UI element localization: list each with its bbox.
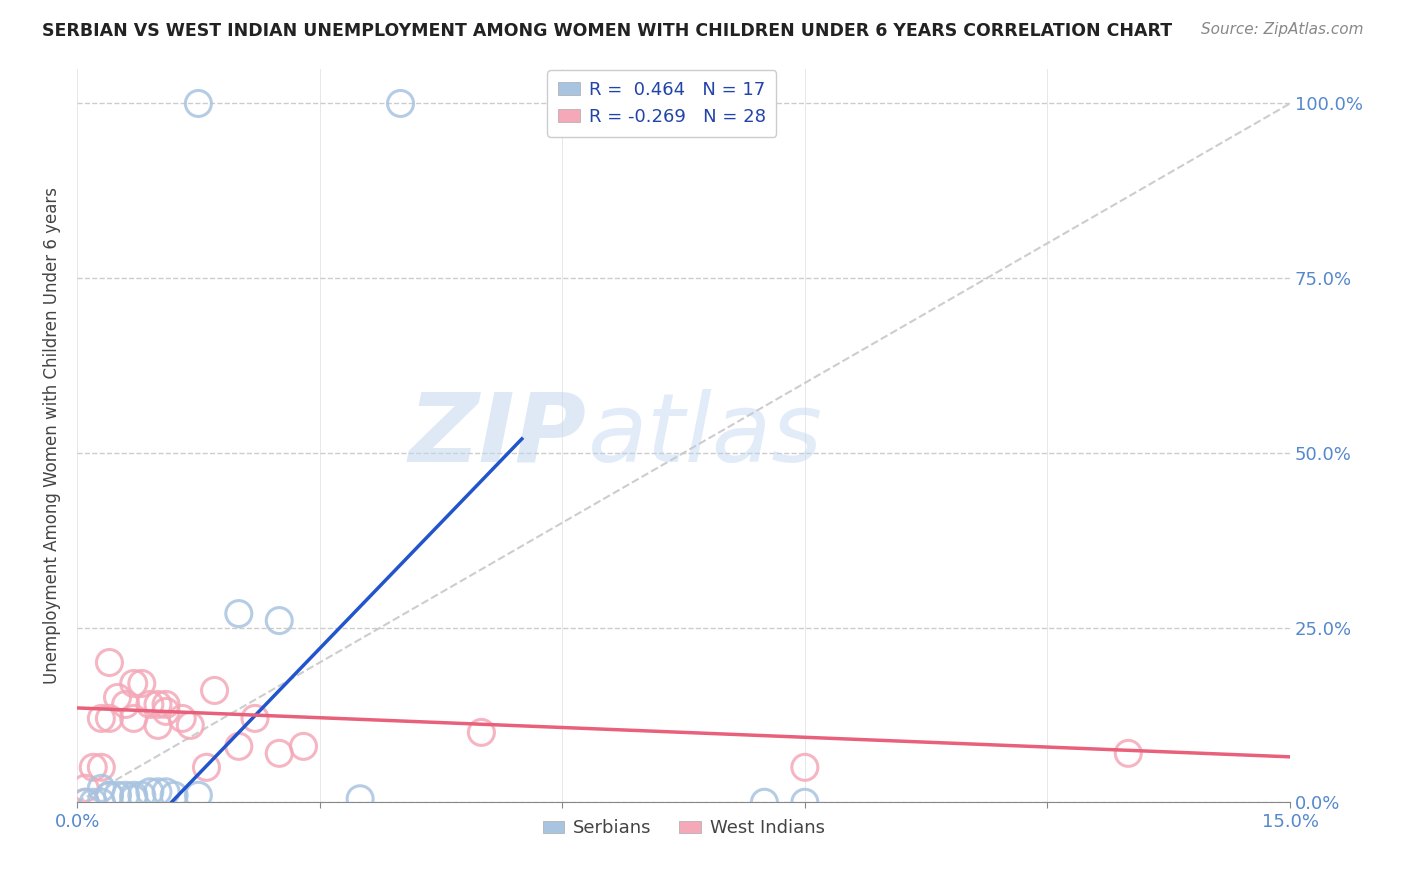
Point [131,789,153,803]
Point [90,795,112,809]
Point [98,711,121,725]
Point [187,96,209,111]
Point [187,789,209,803]
Point [292,739,315,754]
Point [122,791,145,805]
Point [122,789,145,803]
Point [139,698,162,712]
Point [389,96,412,111]
Point [107,789,129,803]
Point [195,760,218,774]
Legend: Serbians, West Indians: Serbians, West Indians [536,812,832,845]
Point [146,718,169,732]
Point [228,739,250,754]
Point [114,698,136,712]
Point [122,711,145,725]
Point [131,676,153,690]
Point [98,789,121,803]
Point [793,760,815,774]
Point [228,607,250,621]
Point [155,705,177,719]
Point [107,690,129,705]
Point [155,785,177,799]
Point [98,789,121,803]
Point [90,781,112,796]
Point [269,614,291,628]
Point [243,711,266,725]
Text: Source: ZipAtlas.com: Source: ZipAtlas.com [1201,22,1364,37]
Point [75,795,97,809]
Point [75,781,97,796]
Point [179,718,201,732]
Text: ZIP: ZIP [409,389,586,482]
Y-axis label: Unemployment Among Women with Children Under 6 years: Unemployment Among Women with Children U… [44,187,60,684]
Point [349,791,371,805]
Point [82,795,104,809]
Point [146,698,169,712]
Point [139,785,162,799]
Point [90,711,112,725]
Point [122,676,145,690]
Text: SERBIAN VS WEST INDIAN UNEMPLOYMENT AMONG WOMEN WITH CHILDREN UNDER 6 YEARS CORR: SERBIAN VS WEST INDIAN UNEMPLOYMENT AMON… [42,22,1173,40]
Point [75,795,97,809]
Point [82,760,104,774]
Point [754,795,776,809]
Point [155,698,177,712]
Point [90,760,112,774]
Point [269,747,291,761]
Point [1116,747,1139,761]
Point [470,725,492,739]
Point [163,789,186,803]
Point [793,795,815,809]
Point [98,656,121,670]
Point [146,785,169,799]
Point [172,711,194,725]
Text: atlas: atlas [586,389,821,482]
Point [114,789,136,803]
Point [204,683,226,698]
